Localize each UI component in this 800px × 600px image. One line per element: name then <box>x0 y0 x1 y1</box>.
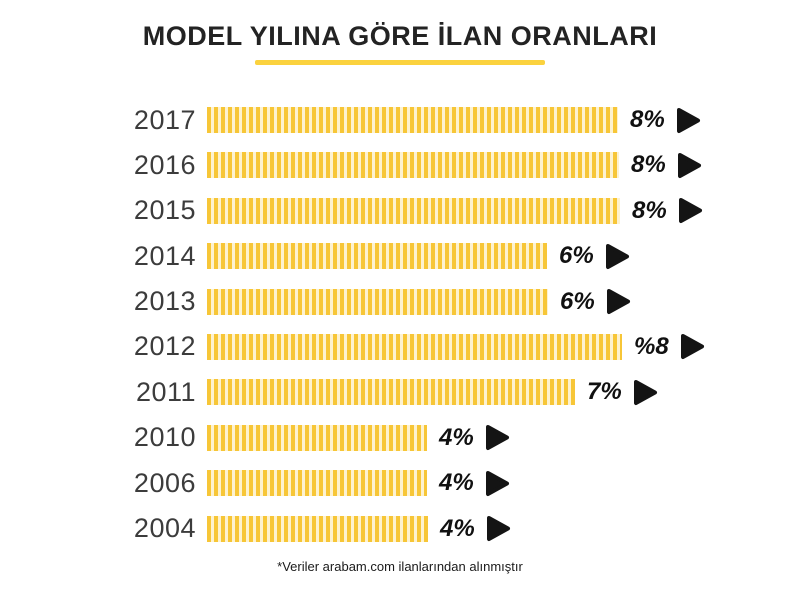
bar-chart: 2017 8% 2016 8% 2015 8% 2014 6% <box>0 97 800 551</box>
chart-row: 2013 6% <box>121 279 800 324</box>
year-label: 2014 <box>133 240 196 271</box>
chart-row: 2011 7% <box>121 370 800 415</box>
percent-label: 4% <box>439 469 474 497</box>
striped-bar <box>207 333 622 360</box>
striped-bar <box>207 379 575 406</box>
year-label: 2006 <box>133 467 196 498</box>
percent-label: 4% <box>439 423 474 451</box>
percent-label: 7% <box>587 378 622 406</box>
year-label: 2011 <box>135 376 196 407</box>
year-label: 2010 <box>133 422 196 453</box>
play-arrow-icon <box>677 152 702 179</box>
play-arrow-icon <box>606 288 631 315</box>
chart-row: 2010 4% <box>121 415 800 460</box>
percent-label: 8% <box>630 106 665 134</box>
chart-row: 2015 8% <box>121 188 800 233</box>
title-underline <box>255 60 545 66</box>
percent-label: 8% <box>631 151 666 179</box>
chart-row: 2006 4% <box>121 460 800 505</box>
source-footnote: *Veriler arabam.com ilanlarından alınmış… <box>277 559 523 575</box>
chart-row: 2004 4% <box>121 506 800 551</box>
striped-bar <box>207 197 620 224</box>
percent-label: 6% <box>559 242 594 270</box>
percent-label: 6% <box>560 287 595 315</box>
percent-label: 4% <box>440 514 475 542</box>
striped-bar <box>207 288 548 315</box>
year-label: 2004 <box>133 513 196 544</box>
percent-label: 8% <box>632 196 667 224</box>
chart-row: 2016 8% <box>121 143 800 188</box>
play-arrow-icon <box>486 515 511 542</box>
chart-row: 2012 %8 <box>121 324 800 369</box>
year-label: 2015 <box>133 195 196 226</box>
year-label: 2017 <box>133 104 196 135</box>
play-arrow-icon <box>678 197 703 224</box>
striped-bar <box>207 515 428 542</box>
striped-bar <box>207 243 547 270</box>
striped-bar <box>207 107 618 134</box>
year-label: 2016 <box>133 149 196 180</box>
striped-bar <box>207 470 427 497</box>
page-title: MODEL YILINA GÖRE İLAN ORANLARI <box>142 21 658 51</box>
year-label: 2013 <box>133 286 196 317</box>
year-label: 2012 <box>133 331 196 362</box>
play-arrow-icon <box>680 333 705 360</box>
play-arrow-icon <box>485 424 510 451</box>
play-arrow-icon <box>633 379 658 406</box>
chart-row: 2017 8% <box>121 97 800 142</box>
striped-bar <box>207 152 619 179</box>
play-arrow-icon <box>605 243 630 270</box>
play-arrow-icon <box>676 107 701 134</box>
play-arrow-icon <box>485 470 510 497</box>
percent-label: %8 <box>634 332 669 360</box>
header: MODEL YILINA GÖRE İLAN ORANLARI <box>0 0 800 66</box>
striped-bar <box>207 424 427 451</box>
chart-row: 2014 6% <box>121 234 800 279</box>
